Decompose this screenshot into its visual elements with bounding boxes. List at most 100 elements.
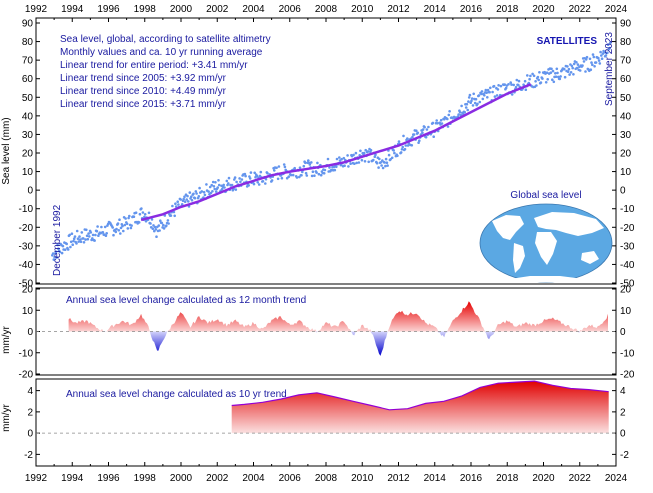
monthly-value-point (446, 125, 450, 128)
monthly-value-point (280, 176, 284, 180)
monthly-value-point (554, 72, 557, 75)
monthly-value-point (266, 172, 269, 175)
monthly-value-point (481, 97, 485, 101)
monthly-value-point (282, 163, 286, 166)
monthly-value-point (555, 67, 559, 71)
map-label: Global sea level (510, 190, 581, 201)
monthly-value-point (412, 133, 416, 136)
annual-10-year-area (231, 381, 609, 434)
monthly-value-point (488, 90, 491, 94)
monthly-value-point (101, 231, 105, 234)
running-average-line (140, 83, 532, 222)
monthly-value-point (82, 241, 86, 244)
monthly-value-point (534, 80, 537, 83)
monthly-value-point (259, 170, 263, 174)
monthly-value-point (546, 78, 549, 81)
monthly-value-point (415, 129, 418, 132)
satellites-badge: SATELLITES (537, 36, 598, 47)
monthly-value-point (384, 164, 387, 168)
monthly-value-point (116, 222, 120, 225)
monthly-value-point (375, 161, 379, 165)
monthly-value-point (162, 227, 166, 230)
monthly-value-point (343, 164, 346, 167)
y-tick-label: 20 (22, 149, 34, 160)
top-x-tick-label: 1996 (97, 4, 120, 15)
map-south-america (513, 243, 525, 273)
monthly-value-point (291, 173, 295, 177)
y-tick-label: 80 (22, 37, 34, 48)
monthly-value-point (333, 168, 337, 172)
map-africa (535, 232, 557, 265)
monthly-value-point (322, 172, 326, 175)
monthly-value-point (360, 158, 364, 162)
monthly-value-point (79, 240, 83, 244)
monthly-value-point (531, 72, 534, 76)
monthly-value-point (192, 192, 195, 196)
monthly-value-point (528, 77, 531, 81)
monthly-value-point (483, 94, 486, 97)
monthly-value-point (404, 144, 408, 147)
y-tick-label: 20 (620, 285, 632, 296)
monthly-value-point (536, 75, 540, 79)
monthly-value-point (87, 232, 90, 235)
monthly-value-point (249, 171, 253, 174)
monthly-value-point (121, 224, 124, 228)
y-tick-label: 20 (620, 149, 632, 160)
monthly-value-point (529, 74, 532, 78)
monthly-value-point (463, 110, 467, 114)
monthly-value-point (584, 70, 587, 73)
monthly-value-point (467, 96, 471, 99)
monthly-value-point (217, 179, 220, 182)
annual-12-month-positive-area (68, 301, 609, 332)
monthly-value-point (183, 195, 186, 198)
monthly-value-point (137, 221, 141, 224)
monthly-value-point (91, 233, 95, 237)
monthly-value-point (234, 188, 238, 191)
y-tick-label: 50 (22, 93, 34, 104)
monthly-value-point (264, 177, 268, 181)
monthly-value-point (276, 177, 280, 181)
monthly-value-point (122, 229, 125, 233)
monthly-value-point (421, 131, 424, 134)
y-tick-label: 2 (620, 407, 626, 418)
monthly-value-point (503, 83, 507, 86)
monthly-value-point (338, 156, 341, 159)
monthly-value-point (75, 242, 78, 245)
monthly-value-point (65, 242, 68, 246)
monthly-value-point (347, 165, 350, 168)
monthly-value-point (169, 214, 173, 217)
monthly-value-point (211, 180, 215, 184)
monthly-value-point (230, 183, 234, 187)
note-line-4: Linear trend since 2005: +3.92 mm/yr (60, 73, 227, 84)
monthly-value-point (127, 216, 130, 220)
monthly-value-point (563, 67, 566, 71)
monthly-value-point (217, 183, 221, 187)
monthly-value-point (194, 190, 198, 193)
monthly-value-point (346, 154, 349, 157)
monthly-value-point (54, 250, 58, 254)
monthly-value-point (387, 153, 391, 157)
monthly-value-point (535, 84, 538, 87)
monthly-value-point (150, 218, 154, 221)
bottom-x-tick-label: 1992 (25, 473, 48, 484)
monthly-value-point (298, 166, 302, 169)
bottom-x-tick-label: 1998 (134, 473, 157, 484)
monthly-value-point (177, 203, 180, 206)
monthly-value-point (372, 158, 375, 162)
y-tick-label: -50 (620, 279, 635, 290)
monthly-value-point (256, 181, 260, 184)
monthly-value-point (559, 75, 562, 78)
monthly-value-point (304, 171, 308, 175)
monthly-value-point (569, 71, 573, 74)
monthly-value-point (182, 197, 185, 201)
monthly-value-point (138, 212, 142, 216)
monthly-value-point (474, 97, 478, 101)
monthly-value-point (119, 226, 123, 230)
monthly-value-point (541, 77, 544, 80)
monthly-value-point (342, 156, 346, 160)
monthly-value-point (225, 179, 229, 183)
monthly-value-point (478, 100, 482, 104)
monthly-value-point (220, 187, 224, 191)
monthly-value-point (380, 164, 383, 167)
top-x-tick-label: 1998 (134, 4, 157, 15)
